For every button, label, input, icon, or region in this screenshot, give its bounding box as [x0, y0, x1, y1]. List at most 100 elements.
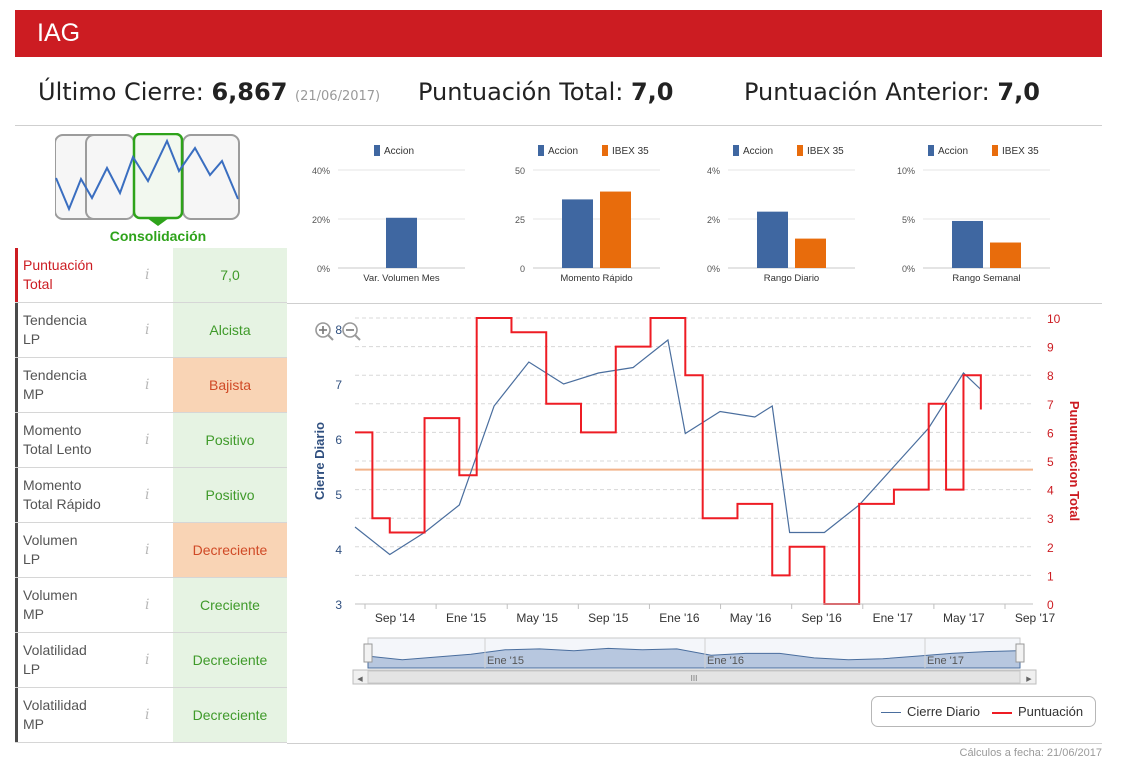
tick-label: 5%	[902, 215, 915, 225]
scroll-right-icon[interactable]: ▶	[1026, 676, 1032, 683]
zoom-out-icon[interactable]	[342, 322, 361, 341]
navigator-label: Ene '16	[707, 655, 744, 667]
indicator-row: Tendencia LP i Alcista	[15, 303, 287, 358]
legend-label: Accion	[938, 146, 968, 157]
bar-chart-daily-range: Accion IBEX 35 0% 2% 4% Rango Diario	[707, 145, 855, 284]
tick-label: 0%	[902, 264, 915, 274]
legend-swatch	[733, 145, 739, 156]
category-label: Rango Semanal	[952, 273, 1020, 284]
x-tick-label: Sep '16	[802, 611, 843, 625]
indicator-value: Decreciente	[173, 688, 287, 742]
info-icon[interactable]: i	[145, 542, 150, 558]
indicator-value: Creciente	[173, 578, 287, 632]
tick-label: 0%	[707, 264, 720, 274]
indicator-value: Positivo	[173, 468, 287, 522]
tick-label: 50	[515, 166, 525, 176]
scrollbar-thumb[interactable]	[367, 670, 1021, 684]
x-tick-label: May '16	[730, 611, 772, 625]
legend-close[interactable]: Cierre Diario	[881, 704, 980, 719]
bar	[386, 217, 417, 268]
indicator-label-line2: Total	[23, 276, 53, 292]
legend-score[interactable]: Puntuación	[992, 704, 1083, 719]
indicator-row: Tendencia MP i Bajista	[15, 358, 287, 413]
x-tick-label: Sep '17	[1015, 611, 1056, 625]
total-score: Puntuación Total: 7,0	[418, 78, 673, 106]
left-tick-label: 5	[335, 488, 342, 502]
navigator-label: Ene '15	[487, 655, 524, 667]
last-close-date: (21/06/2017)	[295, 89, 381, 104]
indicator-label-line1: Momento	[23, 477, 82, 493]
legend-label: Accion	[743, 146, 773, 157]
indicator-value: Positivo	[173, 413, 287, 467]
navigator-series	[367, 647, 1021, 669]
tick-label: 0%	[317, 264, 330, 274]
indicator-label: Momento Total Rápido	[15, 468, 173, 522]
indicator-value: Alcista	[173, 303, 287, 357]
tick-label: 25	[515, 215, 525, 225]
tick-label: 2%	[707, 215, 720, 225]
indicator-label: Volumen MP	[15, 578, 173, 632]
bar	[952, 220, 983, 268]
tick-label: 4%	[707, 166, 720, 176]
zoom-in-handle	[327, 334, 334, 341]
info-icon[interactable]: i	[145, 377, 150, 393]
bar	[562, 199, 593, 268]
legend-swatch	[374, 145, 380, 156]
indicator-label-line2: LP	[23, 551, 41, 567]
info-icon[interactable]: i	[145, 267, 150, 283]
indicator-label-line1: Volumen	[23, 532, 78, 548]
bar	[795, 238, 826, 268]
category-label: Rango Diario	[764, 273, 819, 284]
indicator-row: Puntuación Total i 7,0	[15, 248, 287, 303]
tick-label: 20%	[312, 215, 330, 225]
indicator-label-line1: Volumen	[23, 587, 78, 603]
info-icon[interactable]: i	[145, 487, 150, 503]
bar-chart-weekly-range: Accion IBEX 35 0% 5% 10% Rango Semanal	[897, 145, 1050, 284]
bar	[990, 242, 1021, 268]
indicator-value: Bajista	[173, 358, 287, 412]
last-close: Último Cierre: 6,867 (21/06/2017)	[38, 78, 380, 106]
right-axis-title: Pununtuacion Total	[1067, 401, 1082, 521]
x-tick-label: Ene '16	[659, 611, 700, 625]
legend-swatch	[797, 145, 803, 156]
indicator-label-line1: Volatilidad	[23, 697, 87, 713]
info-icon[interactable]: i	[145, 707, 150, 723]
indicator-row: Volumen MP i Creciente	[15, 578, 287, 633]
right-tick-label: 0	[1047, 598, 1054, 612]
navigator-handle-right[interactable]	[1015, 643, 1025, 663]
x-tick-label: May '17	[943, 611, 985, 625]
indicator-label-line2: Total Rápido	[23, 496, 101, 512]
indicator-label: Tendencia MP	[15, 358, 173, 412]
last-close-label: Último Cierre:	[38, 78, 204, 106]
tick-label: 0	[520, 264, 525, 274]
indicator-row: Volatilidad LP i Decreciente	[15, 633, 287, 688]
left-tick-label: 8	[335, 323, 342, 337]
info-icon[interactable]: i	[145, 597, 150, 613]
info-icon[interactable]: i	[145, 652, 150, 668]
indicator-label: Tendencia LP	[15, 303, 173, 357]
info-icon[interactable]: i	[145, 432, 150, 448]
bar-chart-fast-momentum: Accion IBEX 35 0 25 50 Momento Rápido	[515, 145, 660, 284]
right-tick-label: 1	[1047, 569, 1054, 583]
zoom-in-icon[interactable]	[315, 322, 334, 341]
legend-swatch	[992, 145, 998, 156]
indicator-label-line1: Puntuación	[23, 257, 94, 273]
right-tick-label: 9	[1047, 341, 1054, 355]
indicator-value: Decreciente	[173, 633, 287, 687]
x-tick-label: Ene '17	[873, 611, 914, 625]
header-bar: IAG	[15, 10, 1102, 57]
bar	[757, 211, 788, 268]
indicator-table: Puntuación Total i 7,0 Tendencia LP i Alcista Te…	[15, 248, 287, 743]
right-tick-label: 5	[1047, 455, 1054, 469]
scroll-left-icon[interactable]: ◀	[357, 676, 363, 683]
indicator-label: Volatilidad MP	[15, 688, 173, 742]
legend-close-label: Cierre Diario	[907, 704, 980, 719]
price-score-chart: 0 1 2 3 4 5 6 7 8 9 10 3 4 5 6 7 8 Cierre Diario Pununtuac…	[312, 312, 1082, 685]
summary-bar: Último Cierre: 6,867 (21/06/2017) Puntua…	[15, 62, 1102, 126]
x-tick-label: Sep '14	[375, 611, 416, 625]
info-icon[interactable]: i	[145, 322, 150, 338]
indicator-label-line1: Tendencia	[23, 312, 87, 328]
chart-legend[interactable]: Cierre Diario Puntuación	[871, 696, 1096, 727]
navigator-handle-left[interactable]	[363, 643, 373, 663]
tick-label: 40%	[312, 166, 330, 176]
